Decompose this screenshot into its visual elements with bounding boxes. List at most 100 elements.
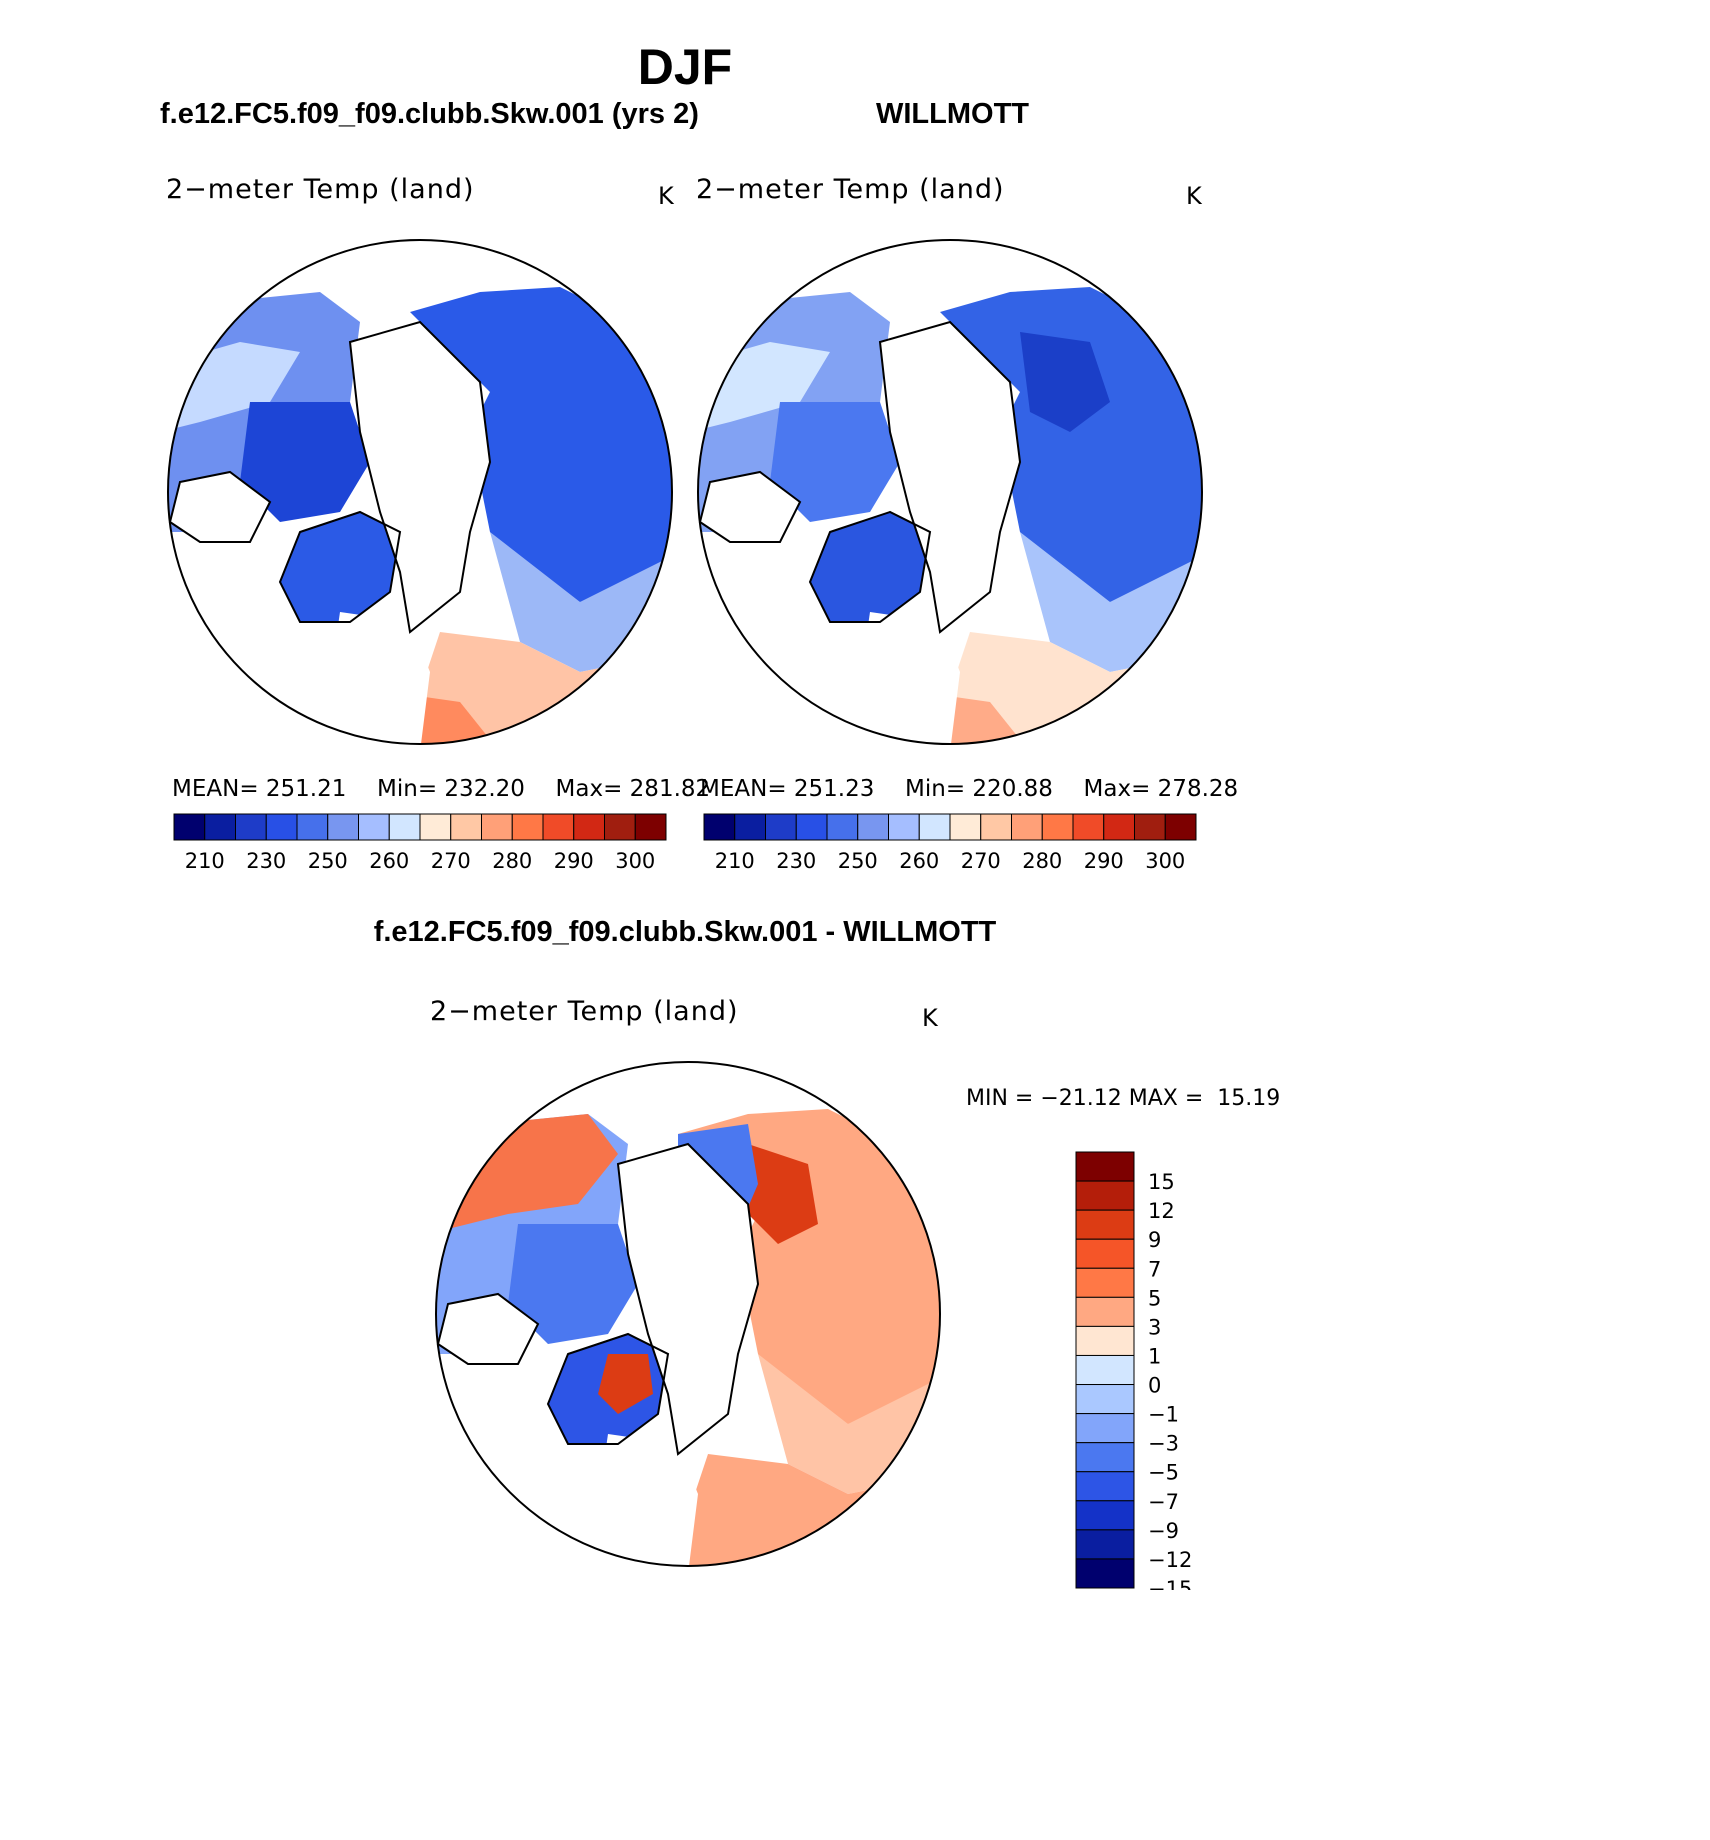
diff-colorbar-swatch xyxy=(1075,1413,1135,1444)
diff-colorbar-tick-label: −7 xyxy=(1148,1490,1179,1514)
model-colorbar-swatch xyxy=(542,813,575,841)
model-colorbar-swatch xyxy=(573,813,605,841)
diff-colorbar-swatch xyxy=(1075,1180,1135,1211)
diff-colorbar-tick-label: −12 xyxy=(1148,1548,1192,1572)
model-max-label: Max= xyxy=(555,776,623,802)
diff-colorbar-tick-label: 1 xyxy=(1148,1344,1161,1368)
model-colorbar-swatch xyxy=(296,813,329,841)
diff-units-label: K xyxy=(922,1004,938,1032)
model-colorbar-tick-label: 210 xyxy=(185,849,225,873)
diff-colorbar-tick-label: 15 xyxy=(1148,1170,1175,1194)
obs-max-value: 278.28 xyxy=(1157,776,1239,802)
model-colorbar-swatch xyxy=(204,813,236,841)
diff-colorbar-tick-label: −3 xyxy=(1148,1432,1179,1456)
model-colorbar-swatch xyxy=(511,813,544,841)
model-colorbar-swatch xyxy=(265,813,298,841)
obs-colorbar-tick-label: 260 xyxy=(899,849,939,873)
diff-colorbar-tick-label: 9 xyxy=(1148,1228,1161,1252)
model-colorbar-swatch xyxy=(450,813,482,841)
obs-units-label: K xyxy=(1186,182,1202,210)
obs-colorbar-swatch xyxy=(1103,813,1135,841)
obs-colorbar-swatch xyxy=(949,813,982,841)
obs-colorbar-swatch xyxy=(1072,813,1105,841)
diff-colorbar-swatch xyxy=(1075,1500,1135,1531)
diff-colorbar-swatch xyxy=(1075,1529,1135,1560)
diff-coastline-greenland xyxy=(546,1332,670,1445)
diff-map-border xyxy=(435,1061,941,1567)
obs-variable-label: 2−meter Temp (land) xyxy=(696,174,1005,205)
diff-colorbar-tick-label: −15 xyxy=(1148,1577,1192,1590)
obs-arctic-ocean xyxy=(880,322,1020,632)
model-colorbar-swatch xyxy=(634,813,667,841)
diff-variable-label: 2−meter Temp (land) xyxy=(430,996,739,1027)
obs-colorbar-tick-label: 290 xyxy=(1084,849,1124,873)
model-polar-map xyxy=(167,239,673,745)
diff-colorbar-swatch xyxy=(1075,1558,1135,1589)
model-siberia-region xyxy=(410,287,672,602)
model-min-value: 232.20 xyxy=(444,776,525,802)
obs-colorbar-tick-label: 230 xyxy=(776,849,816,873)
model-colorbar-swatch xyxy=(173,813,206,841)
diff-colorbar-swatch xyxy=(1075,1325,1135,1356)
model-colorbar-swatch xyxy=(419,813,452,841)
diff-minmax-label: MIN = −21.12 MAX = 15.19 xyxy=(966,1086,1281,1111)
diff-colorbar: 15 12 9 7 5 3 1 0 −1 −3 −5 −7 −9 −12 −15 xyxy=(1075,1151,1192,1590)
obs-colorbar-swatch xyxy=(703,813,736,841)
model-mean-label: MEAN= xyxy=(172,776,259,802)
diff-colorbar-tick-label: −5 xyxy=(1148,1461,1179,1485)
model-mean-value: 251.21 xyxy=(265,776,347,802)
diff-colorbar-tick-label: 3 xyxy=(1148,1315,1161,1339)
obs-mean-label: MEAN= xyxy=(700,776,787,802)
model-arctic-islands-region xyxy=(240,402,370,522)
obs-colorbar-tick-label: 280 xyxy=(1022,849,1062,873)
model-colorbar-tick-label: 300 xyxy=(615,849,655,873)
obs-siberia-region xyxy=(940,287,1202,602)
obs-greenland-region xyxy=(810,512,930,622)
model-colorbar-tick-label: 270 xyxy=(431,849,471,873)
obs-polar-map xyxy=(697,239,1203,745)
diff-colorbar-tick-label: 12 xyxy=(1148,1199,1175,1223)
diff-colorbar-swatch xyxy=(1075,1296,1135,1327)
model-min-label: Min= xyxy=(377,776,438,802)
obs-map-border xyxy=(697,239,1203,745)
diff-colorbar-swatch xyxy=(1075,1209,1135,1240)
model-variable-label: 2−meter Temp (land) xyxy=(166,174,475,205)
model-colorbar-swatch xyxy=(327,813,359,841)
model-colorbar: 210 230 250 260 270 280 290 300 xyxy=(173,813,667,873)
diff-colorbar-tick-label: −9 xyxy=(1148,1519,1179,1543)
obs-colorbar-swatch xyxy=(795,813,828,841)
diff-atlantic-ocean xyxy=(598,1434,698,1566)
diff-colorbar-swatch xyxy=(1075,1471,1135,1502)
model-atlantic-ocean xyxy=(330,612,430,744)
obs-colorbar: 210 230 250 260 270 280 290 300 xyxy=(703,813,1197,873)
obs-colorbar-swatch xyxy=(1134,813,1166,841)
obs-colorbar-swatch xyxy=(980,813,1012,841)
diff-colorbar-tick-label: 5 xyxy=(1148,1286,1161,1310)
diff-arctic-ocean xyxy=(618,1144,758,1454)
model-colorbar-swatch xyxy=(235,813,267,841)
model-stats: MEAN= 251.21 Min= 232.20 Max= 281.82 xyxy=(172,776,710,802)
obs-coastline-greenland xyxy=(808,510,932,623)
model-colorbar-tick-label: 280 xyxy=(492,849,532,873)
obs-colorbar-tick-label: 270 xyxy=(961,849,1001,873)
obs-colorbar-swatch xyxy=(734,813,766,841)
obs-arctic-islands-region xyxy=(770,402,900,522)
obs-colorbar-swatch xyxy=(888,813,920,841)
obs-min-value: 220.88 xyxy=(972,776,1053,802)
page-title: DJF xyxy=(637,39,733,95)
obs-colorbar-tick-label: 300 xyxy=(1145,849,1185,873)
obs-colorbar-swatch xyxy=(826,813,859,841)
diff-coastline xyxy=(616,1142,760,1456)
obs-min-label: Min= xyxy=(905,776,966,802)
diff-siberia-hot-region xyxy=(748,1144,818,1244)
obs-siberia-core-region xyxy=(1020,332,1110,432)
model-arctic-ocean xyxy=(350,322,490,632)
model-colorbar-tick-label: 290 xyxy=(554,849,594,873)
obs-colorbar-swatch xyxy=(765,813,797,841)
obs-colorbar-swatch xyxy=(1011,813,1043,841)
diff-colorbar-swatch xyxy=(1075,1238,1135,1269)
diff-colorbar-tick-label: −1 xyxy=(1148,1403,1179,1427)
diff-colorbar-tick-label: 0 xyxy=(1148,1374,1161,1398)
diff-polar-map xyxy=(435,1061,941,1567)
obs-atlantic-ocean xyxy=(860,612,960,744)
